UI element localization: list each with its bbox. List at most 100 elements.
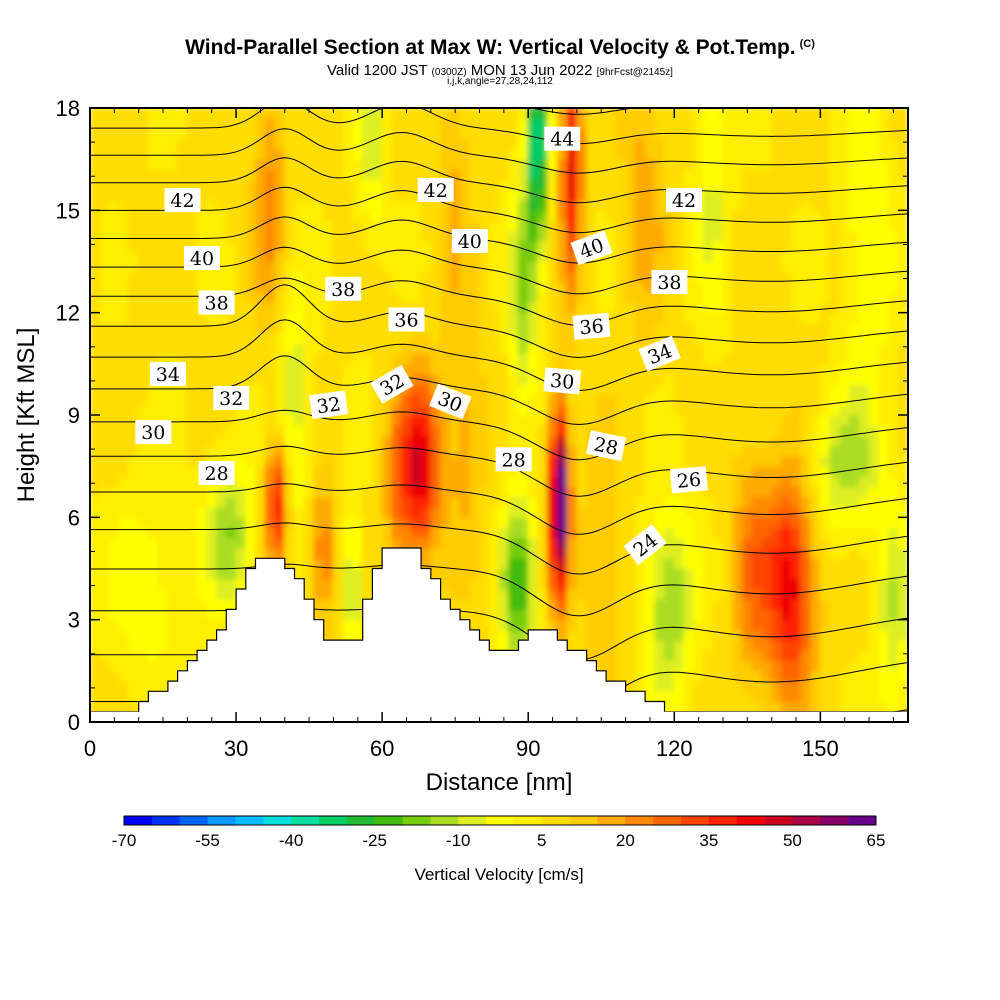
- velocity-cell: [147, 660, 159, 672]
- velocity-cell: [556, 394, 568, 406]
- velocity-cell: [810, 608, 821, 621]
- velocity-cell: [498, 578, 510, 590]
- velocity-cell: [381, 496, 393, 508]
- velocity-cell: [157, 158, 169, 170]
- velocity-cell: [722, 701, 734, 713]
- velocity-cell: [654, 619, 666, 631]
- velocity-cell: [157, 209, 169, 222]
- velocity-cell: [849, 383, 860, 396]
- velocity-cell: [664, 291, 675, 303]
- velocity-cell: [849, 608, 860, 621]
- velocity-cell: [99, 158, 110, 170]
- velocity-cell: [391, 496, 403, 508]
- velocity-cell: [206, 342, 218, 355]
- velocity-cell: [342, 148, 354, 160]
- velocity-cell: [157, 660, 169, 672]
- velocity-cell: [673, 250, 685, 262]
- velocity-cell: [245, 342, 257, 355]
- velocity-cell: [761, 332, 773, 344]
- velocity-cell: [303, 209, 315, 222]
- velocity-cell: [332, 332, 344, 344]
- velocity-cell: [440, 496, 451, 508]
- velocity-cell: [517, 312, 529, 324]
- velocity-cell: [829, 537, 841, 549]
- velocity-cell: [479, 189, 490, 201]
- velocity-cell: [868, 108, 880, 119]
- velocity-cell: [303, 588, 315, 600]
- velocity-cell: [683, 680, 695, 692]
- velocity-cell: [206, 353, 218, 365]
- velocity-cell: [342, 506, 354, 518]
- velocity-cell: [469, 527, 481, 539]
- velocity-cell: [625, 649, 636, 662]
- velocity-cell: [323, 414, 334, 426]
- velocity-cell: [391, 332, 403, 344]
- velocity-cell: [118, 220, 130, 232]
- velocity-cell: [303, 373, 315, 385]
- velocity-cell: [167, 394, 179, 406]
- velocity-cell: [479, 363, 490, 375]
- velocity-cell: [332, 322, 344, 334]
- velocity-cell: [342, 220, 354, 232]
- velocity-cell: [323, 148, 334, 160]
- velocity-cell: [527, 148, 539, 160]
- velocity-cell: [722, 117, 734, 129]
- velocity-cell: [128, 404, 140, 416]
- velocity-cell: [810, 312, 821, 324]
- velocity-cell: [147, 353, 159, 365]
- velocity-cell: [391, 537, 403, 549]
- velocity-cell: [790, 578, 802, 590]
- velocity-cell: [547, 353, 558, 365]
- velocity-cell: [634, 578, 646, 590]
- velocity-cell: [128, 332, 140, 344]
- velocity-cell: [839, 240, 851, 252]
- velocity-cell: [381, 250, 393, 262]
- velocity-cell: [479, 261, 490, 273]
- velocity-cell: [634, 312, 646, 324]
- velocity-cell: [264, 342, 276, 355]
- velocity-cell: [556, 322, 568, 334]
- velocity-cell: [868, 179, 880, 191]
- velocity-cell: [167, 209, 179, 222]
- velocity-cell: [303, 557, 315, 569]
- velocity-cell: [732, 568, 743, 580]
- velocity-cell: [138, 281, 149, 293]
- velocity-cell: [430, 271, 442, 283]
- velocity-cell: [693, 179, 704, 191]
- velocity-cell: [878, 383, 890, 396]
- velocity-cell: [800, 608, 812, 621]
- velocity-cell: [547, 240, 558, 252]
- velocity-cell: [703, 322, 714, 334]
- velocity-cell: [712, 588, 724, 600]
- velocity-cell: [459, 353, 471, 365]
- velocity-cell: [118, 199, 130, 211]
- velocity-cell: [703, 445, 714, 457]
- velocity-cell: [479, 578, 490, 590]
- velocity-cell: [615, 506, 627, 518]
- velocity-cell: [342, 312, 354, 324]
- velocity-cell: [430, 138, 442, 150]
- velocity-cell: [371, 230, 383, 242]
- velocity-cell: [362, 394, 373, 406]
- velocity-cell: [722, 312, 734, 324]
- velocity-cell: [761, 138, 773, 150]
- velocity-cell: [800, 547, 812, 559]
- velocity-cell: [459, 209, 471, 222]
- velocity-cell: [381, 414, 393, 426]
- velocity-cell: [323, 383, 334, 396]
- velocity-cell: [274, 516, 286, 529]
- velocity-cell: [810, 619, 821, 631]
- velocity-cell: [108, 250, 120, 262]
- velocity-cell: [118, 496, 130, 508]
- velocity-cell: [819, 209, 831, 222]
- velocity-cell: [615, 230, 627, 242]
- velocity-cell: [323, 138, 334, 150]
- velocity-cell: [819, 168, 831, 181]
- velocity-cell: [673, 209, 685, 222]
- velocity-cell: [780, 496, 792, 508]
- velocity-cell: [342, 414, 354, 426]
- velocity-cell: [780, 353, 792, 365]
- velocity-cell: [868, 404, 880, 416]
- velocity-cell: [566, 639, 578, 651]
- velocity-cell: [264, 158, 276, 170]
